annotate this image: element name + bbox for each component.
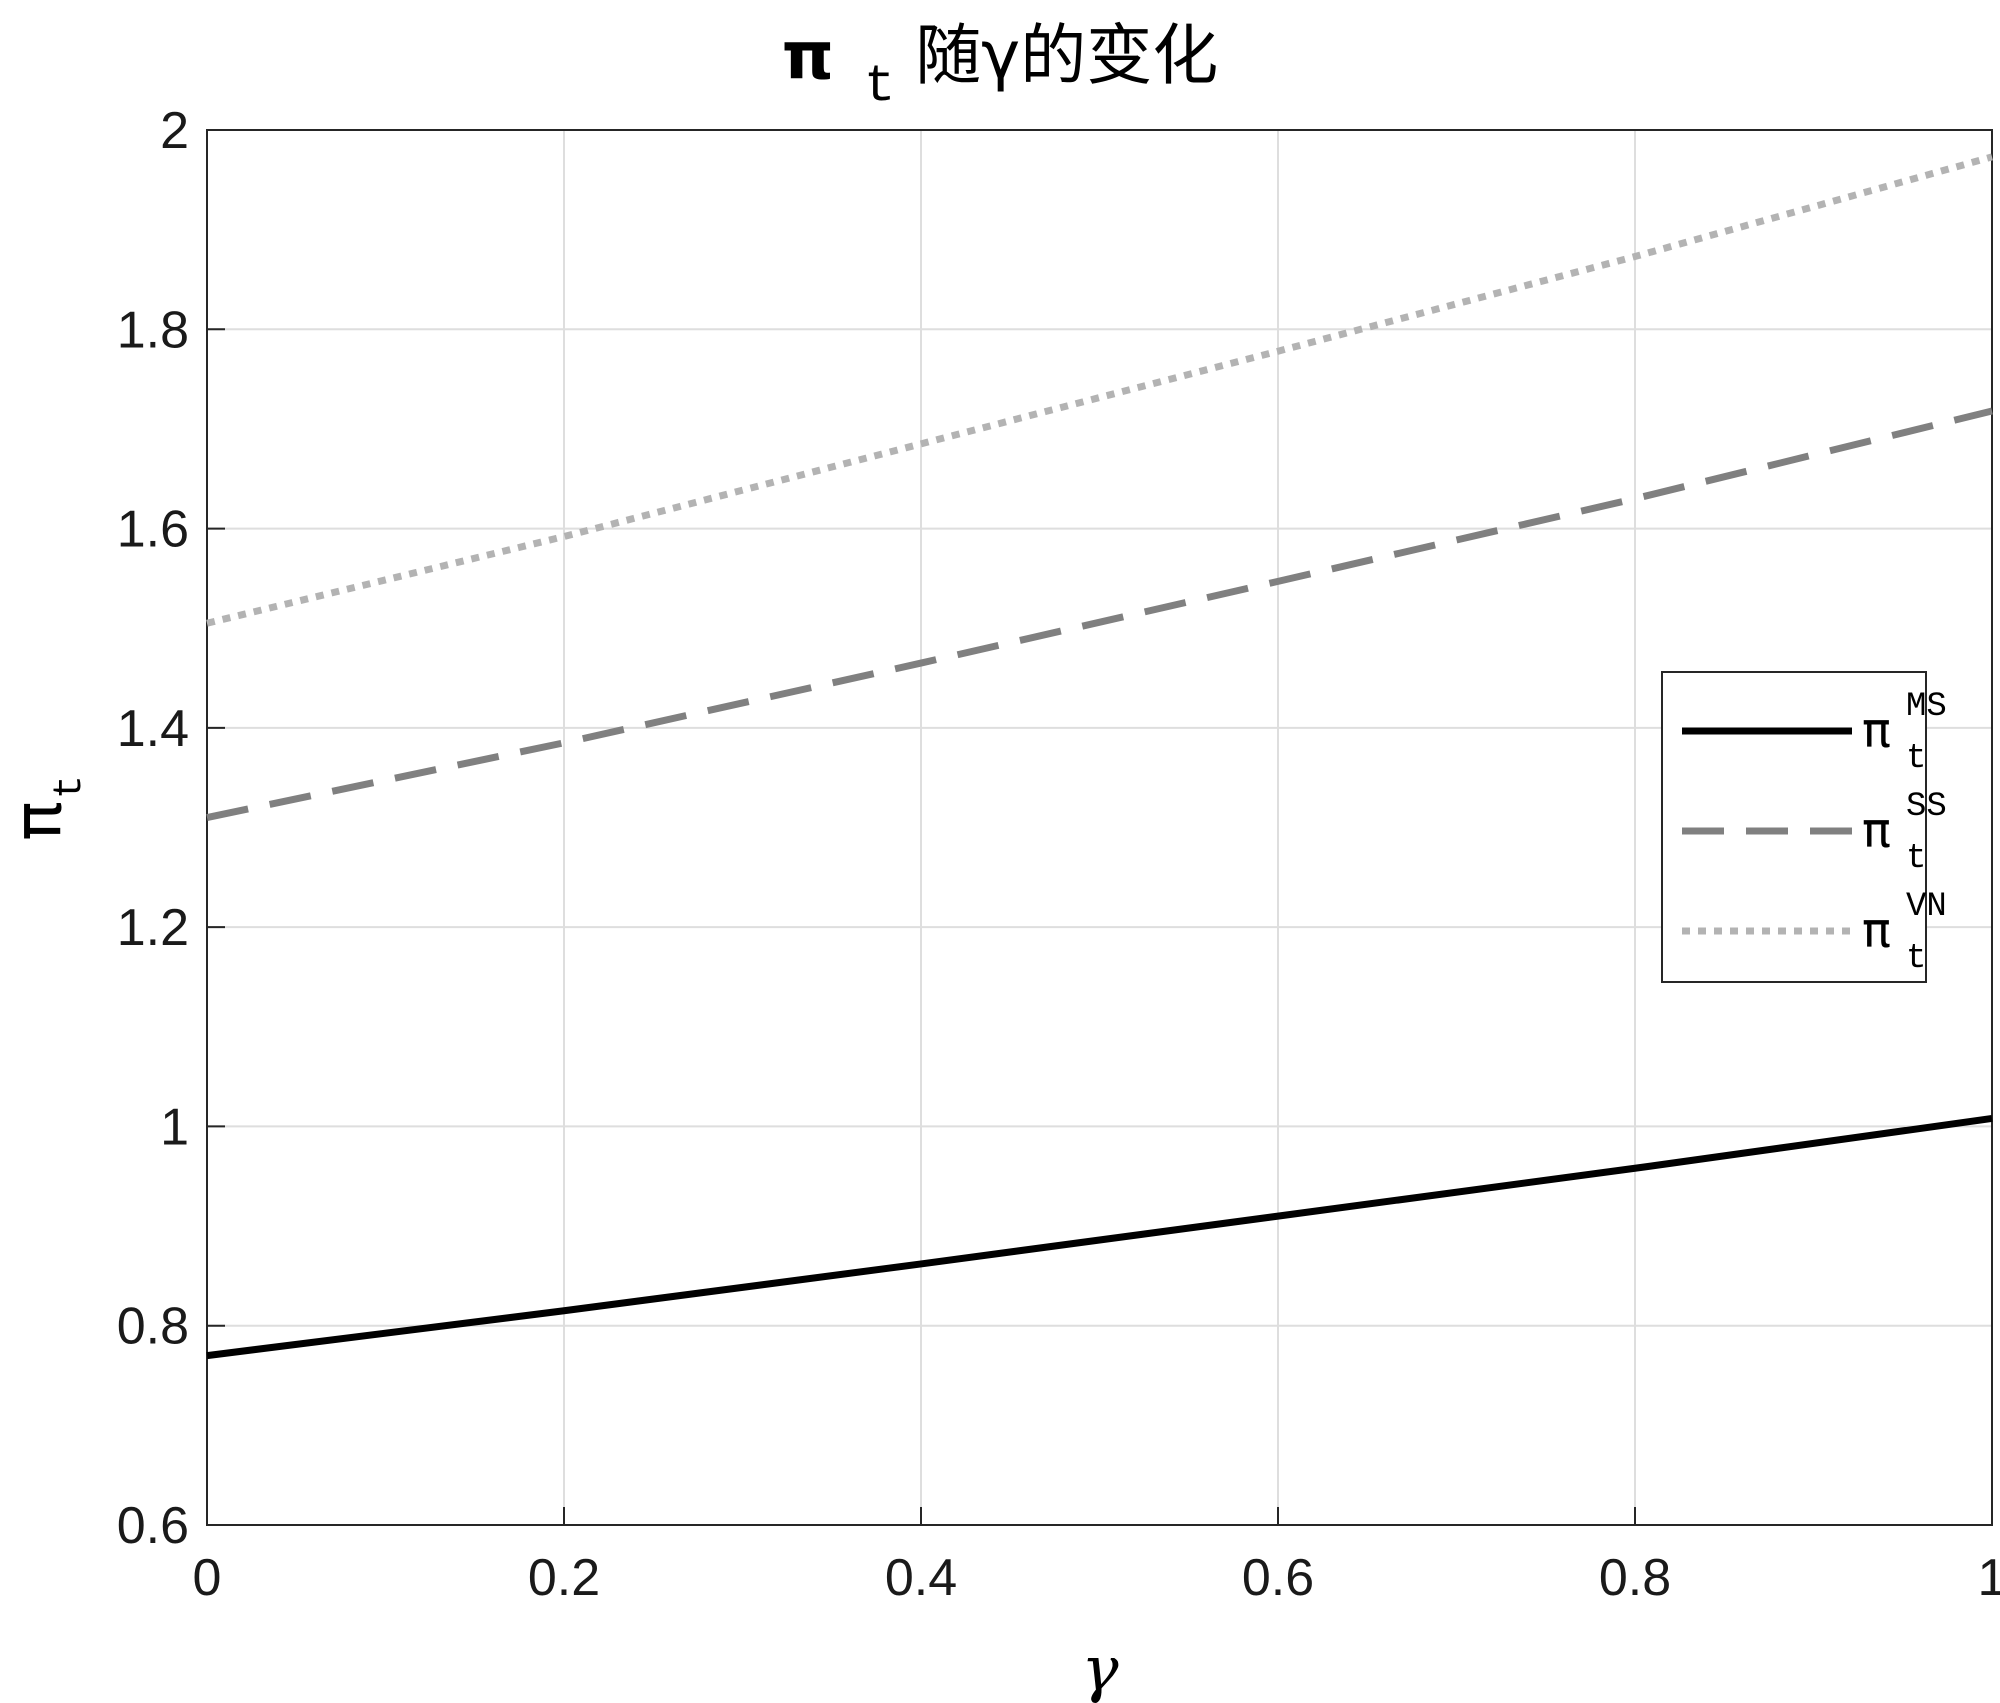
series-vn-line	[206, 153, 1993, 627]
title-rest: 随γ的变化	[915, 17, 1218, 94]
legend-ss-symbol: π	[1862, 803, 1891, 859]
x-tick-labels: 0 0.2 0.4 0.6 0.8 1	[193, 1549, 2000, 1607]
legend-ms-subscript: t	[1906, 740, 1926, 778]
legend-vn-superscript: VN	[1906, 888, 1947, 926]
x-tick-label: 0.2	[528, 1549, 600, 1607]
x-axis-label: γ	[1081, 1632, 1119, 1703]
legend-vn-symbol: π	[1862, 903, 1891, 959]
x-tick-label: 1	[1978, 1549, 2000, 1607]
title-main: π	[782, 17, 834, 94]
y-axis-label: πt	[0, 775, 93, 841]
title-subscript: t	[864, 57, 895, 116]
x-tick-label: 0	[193, 1549, 222, 1607]
series-ms-line	[206, 1114, 1993, 1360]
y-tick-label: 1	[160, 1098, 189, 1156]
legend-ss-superscript: SS	[1906, 788, 1947, 826]
legend-vn-subscript: t	[1906, 940, 1926, 978]
y-tick-label: 0.6	[117, 1497, 189, 1555]
y-tick-label: 0.8	[117, 1298, 189, 1356]
x-tick-label: 0.6	[1242, 1549, 1314, 1607]
y-tick-label: 1.4	[117, 700, 189, 758]
axes-frame	[206, 129, 1993, 1526]
y-tick-label: 1.8	[117, 301, 189, 359]
legend-ss-subscript: t	[1906, 840, 1926, 878]
y-tick-labels: 0.6 0.8 1 1.2 1.4 1.6 1.8 2	[117, 102, 189, 1555]
legend-ms-symbol: π	[1862, 703, 1891, 759]
series-ss-line	[206, 407, 1993, 821]
y-axis-label-main: π	[0, 801, 76, 841]
x-tick-label: 0.8	[1599, 1549, 1671, 1607]
y-tick-label: 1.2	[117, 899, 189, 957]
y-axis-label-subscript: t	[48, 775, 93, 799]
y-tick-label: 1.6	[117, 501, 189, 559]
y-tick-label: 2	[160, 102, 189, 160]
series-lines	[206, 153, 1993, 1360]
axis-ticks	[206, 129, 1993, 1526]
legend-ms-superscript: MS	[1906, 688, 1947, 726]
chart-title: π t 随γ的变化	[782, 17, 1219, 116]
x-tick-label: 0.4	[885, 1549, 957, 1607]
